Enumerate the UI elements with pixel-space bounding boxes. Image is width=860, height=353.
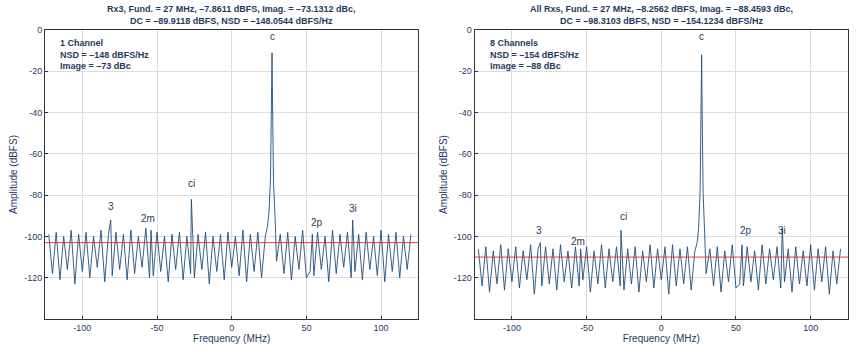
svg-text:Frequency (MHz): Frequency (MHz) <box>193 333 270 344</box>
svg-text:-20: -20 <box>29 66 42 76</box>
svg-text:3i: 3i <box>778 225 786 236</box>
svg-text:100: 100 <box>374 323 389 333</box>
svg-text:-120: -120 <box>24 273 42 283</box>
svg-text:50: 50 <box>731 323 741 333</box>
svg-text:ci: ci <box>620 211 627 222</box>
svg-text:8 ChannelsNSD = –154 dBFS/HzIm: 8 ChannelsNSD = –154 dBFS/HzImage = –88 … <box>490 38 579 71</box>
svg-text:2m: 2m <box>571 236 585 247</box>
svg-text:2m: 2m <box>141 213 155 224</box>
svg-text:Amplitude (dBFS): Amplitude (dBFS) <box>438 135 449 214</box>
svg-text:-120: -120 <box>454 273 472 283</box>
svg-text:-100: -100 <box>454 232 472 242</box>
svg-text:1 ChannelNSD = –148 dBFS/HzIma: 1 ChannelNSD = –148 dBFS/HzImage = –73 d… <box>60 38 149 71</box>
svg-text:Amplitude (dBFS): Amplitude (dBFS) <box>8 135 19 214</box>
svg-text:50: 50 <box>301 323 311 333</box>
svg-text:100: 100 <box>803 323 818 333</box>
svg-text:0: 0 <box>229 323 234 333</box>
svg-text:-40: -40 <box>459 108 472 118</box>
svg-text:0: 0 <box>467 25 472 35</box>
svg-text:-20: -20 <box>459 66 472 76</box>
svg-text:-50: -50 <box>580 323 593 333</box>
svg-text:0: 0 <box>37 25 42 35</box>
svg-text:Rx3, Fund. = 27 MHz, –7.8611 d: Rx3, Fund. = 27 MHz, –7.8611 dBFS, Imag.… <box>107 4 356 26</box>
svg-text:3: 3 <box>536 225 542 236</box>
svg-text:0: 0 <box>659 323 664 333</box>
svg-text:All Rxs, Fund. = 27 MHz, –8.25: All Rxs, Fund. = 27 MHz, –8.2562 dBFS, I… <box>530 4 793 26</box>
svg-text:-50: -50 <box>151 323 164 333</box>
svg-text:-40: -40 <box>29 108 42 118</box>
svg-text:-100: -100 <box>73 323 91 333</box>
svg-text:ci: ci <box>188 178 195 189</box>
svg-text:Frequency (MHz): Frequency (MHz) <box>623 333 700 344</box>
svg-text:-60: -60 <box>29 149 42 159</box>
svg-text:-100: -100 <box>503 323 521 333</box>
svg-text:-80: -80 <box>29 190 42 200</box>
svg-text:c: c <box>699 31 704 42</box>
svg-text:-60: -60 <box>459 149 472 159</box>
svg-text:c: c <box>270 31 275 42</box>
svg-text:2p: 2p <box>740 225 752 236</box>
svg-text:3i: 3i <box>349 203 357 214</box>
svg-text:-80: -80 <box>459 190 472 200</box>
svg-text:2p: 2p <box>311 217 323 228</box>
svg-text:-100: -100 <box>24 232 42 242</box>
svg-text:3: 3 <box>108 201 114 212</box>
